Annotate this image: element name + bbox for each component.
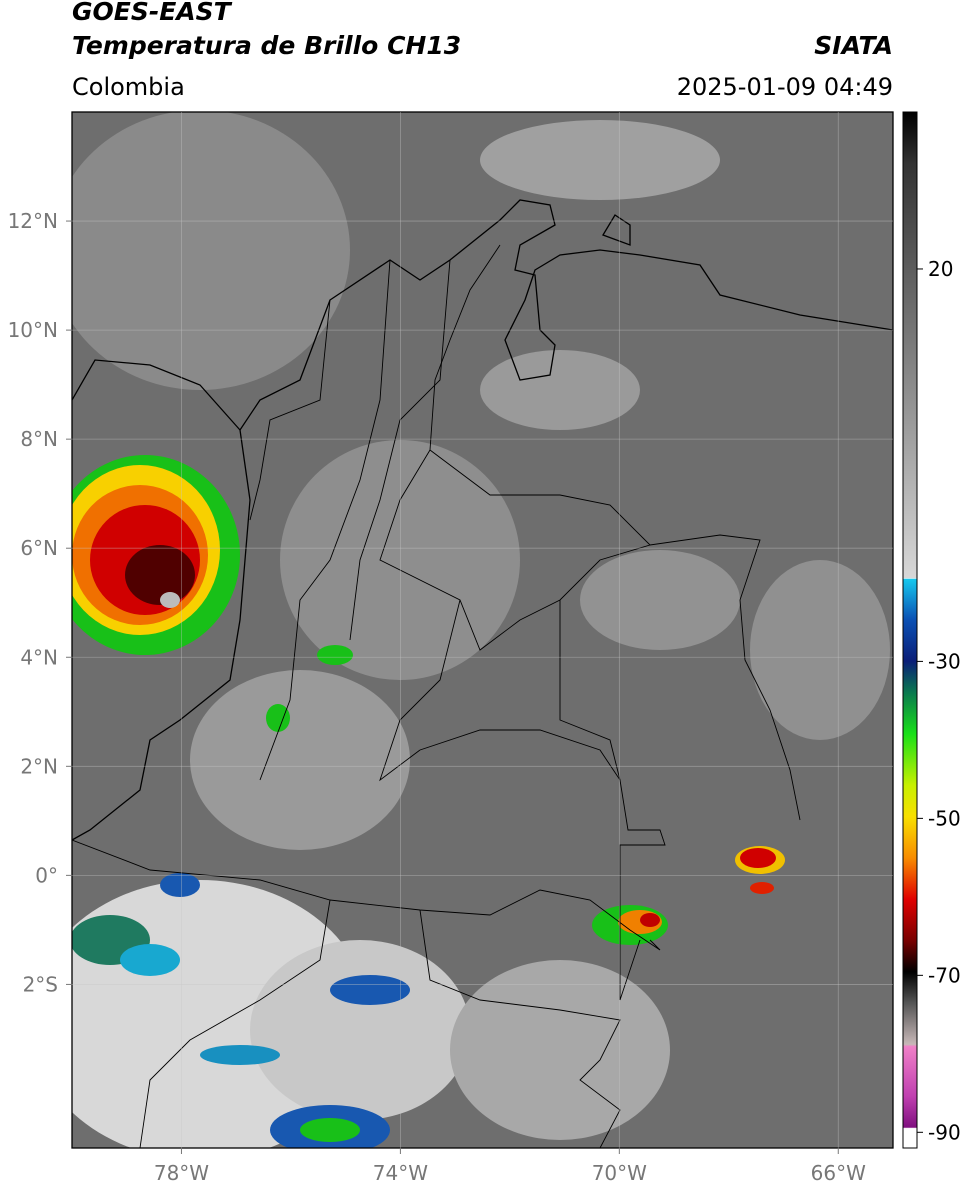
lat-tick-label: 8°N xyxy=(20,427,58,451)
lat-tick-label: 4°N xyxy=(20,645,58,669)
datetime: 2025-01-09 04:49 xyxy=(677,73,893,101)
lon-tick-label: 66°W xyxy=(811,1161,866,1185)
lat-tick-label: 2°N xyxy=(20,754,58,778)
lat-tick-label: 12°N xyxy=(8,209,58,233)
axes: 78°W 74°W 70°W 66°W 12°N 10°N 8°N 6°N 4°N 2°N 0° 2°… xyxy=(8,112,961,1185)
subtitle: Temperatura de Brillo CH13 xyxy=(72,31,461,60)
source: SIATA xyxy=(814,31,893,60)
title: GOES-EAST xyxy=(72,0,233,26)
lat-tick-label: 2°S xyxy=(23,972,58,996)
satellite-image xyxy=(72,112,893,1148)
colorbar-tick-label: 20 xyxy=(928,257,953,281)
lon-tick-label: 78°W xyxy=(154,1161,209,1185)
colorbar xyxy=(902,111,918,1149)
region: Colombia xyxy=(72,73,185,101)
lat-tick-label: 0° xyxy=(35,863,58,887)
colorbar-tick-label: -50 xyxy=(928,806,961,830)
colorbar-tick-label: -70 xyxy=(928,963,961,987)
colorbar-tick-label: -90 xyxy=(928,1120,961,1144)
lon-tick-label: 70°W xyxy=(592,1161,647,1185)
lat-tick-label: 6°N xyxy=(20,536,58,560)
map-frame xyxy=(71,111,894,1149)
lon-tick-label: 74°W xyxy=(373,1161,428,1185)
lat-tick-label: 10°N xyxy=(8,318,58,342)
colorbar-tick-label: -30 xyxy=(928,649,961,673)
